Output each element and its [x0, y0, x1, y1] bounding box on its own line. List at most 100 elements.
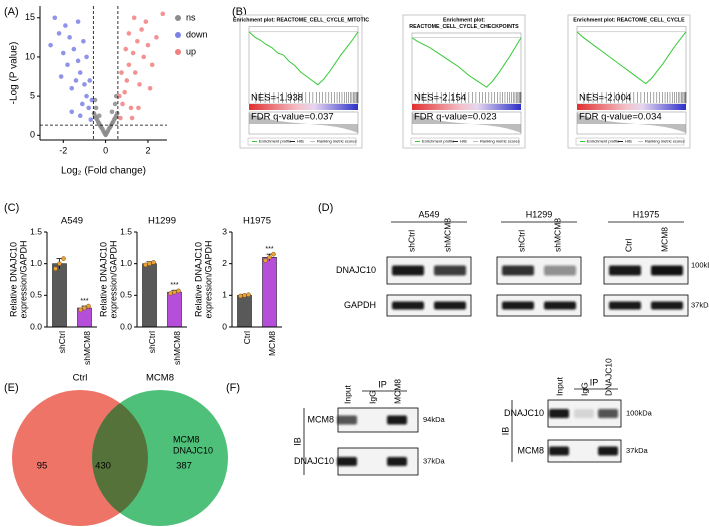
y-axis-label: Relative DNAJC10 — [8, 242, 18, 317]
replicate-dot — [168, 291, 173, 296]
point — [60, 50, 66, 56]
point — [81, 38, 86, 44]
legend-label: Ranking metric scores — [480, 139, 520, 144]
venn-count: 95 — [37, 461, 48, 472]
nes-label: NES=-1.938 — [251, 93, 303, 104]
point — [143, 19, 149, 24]
y-tick-label: 0.5 — [30, 290, 42, 300]
size-label: 100kDa — [691, 260, 709, 269]
lane-label: shMCM8 — [552, 218, 562, 252]
lane-label: IgG — [367, 390, 377, 404]
band — [544, 265, 576, 276]
y-axis-label: Relative DNAJC10 — [98, 242, 108, 317]
y-tick-label: 15 — [25, 12, 35, 22]
replicate-dot — [242, 293, 247, 298]
y-axis-label: expression/GAPDH — [108, 240, 118, 318]
metric-frame — [248, 111, 359, 135]
legend-label: Enrichment profile — [422, 139, 455, 144]
legend-box — [247, 137, 357, 146]
x-axis-label: Log₂ (Fold change) — [61, 166, 146, 177]
band — [337, 457, 357, 466]
point — [58, 74, 64, 79]
overlap-label: MCM8 — [173, 434, 200, 444]
x-tick-label: shMCM8 — [82, 331, 92, 365]
blot-frame — [386, 294, 472, 317]
point — [149, 62, 155, 68]
point — [84, 93, 89, 99]
point — [136, 105, 141, 111]
fdr-label: FDR q-value=0.023 — [414, 112, 497, 123]
band — [392, 265, 424, 276]
ib-label: IB — [292, 437, 302, 446]
panel-label: (F) — [226, 382, 240, 394]
point — [128, 105, 134, 111]
lane-label: MCM8 — [659, 227, 669, 252]
x-tick-label: 2 — [145, 145, 150, 155]
band — [387, 457, 407, 466]
point — [93, 105, 99, 111]
bar — [237, 295, 252, 328]
metric-frame — [576, 111, 687, 135]
legend-label: Enrichment profile — [259, 139, 292, 144]
x-tick-label: 0 — [103, 145, 108, 155]
band — [434, 265, 466, 276]
point — [135, 38, 140, 44]
y-tick-label: 1 — [222, 290, 227, 300]
lane-label: Input — [554, 376, 564, 396]
point — [145, 42, 151, 48]
significance-label: *** — [80, 298, 88, 305]
bar — [167, 291, 182, 328]
replicate-dot — [172, 289, 177, 295]
replicate-dot — [143, 262, 148, 268]
replicate-dot — [53, 266, 58, 272]
band — [392, 301, 424, 310]
gsea-title: REACTOME_CELL_CYCLE_CHECKPOINTS — [409, 24, 519, 30]
es-curve — [576, 31, 687, 85]
point — [96, 113, 102, 119]
point — [86, 105, 91, 111]
point — [154, 35, 159, 40]
y-tick-label: 1.5 — [120, 226, 132, 236]
band — [651, 265, 683, 276]
y-tick-label: 0.0 — [30, 321, 42, 331]
replicate-dot — [82, 305, 87, 311]
point — [122, 89, 127, 95]
panel-label: (E) — [4, 382, 19, 394]
point — [75, 19, 81, 24]
heat-bar — [577, 104, 686, 110]
point — [126, 31, 132, 36]
size-label: 37kDa — [423, 456, 446, 465]
row-label: MCM8 — [518, 445, 545, 455]
point — [56, 31, 62, 36]
point — [141, 54, 147, 60]
band — [544, 301, 576, 310]
chart-title: A549 — [61, 216, 83, 227]
point — [118, 115, 123, 121]
blot-frame — [496, 294, 582, 317]
point — [112, 101, 118, 107]
group-label: H1299 — [526, 209, 553, 219]
replicate-dot — [176, 288, 181, 294]
y-tick-label: 0 — [30, 130, 35, 140]
group-label: A549 — [418, 209, 439, 219]
point — [71, 46, 77, 52]
overlap-label: DNAJC10 — [173, 445, 213, 455]
lane-label: DNAJC10 — [603, 358, 613, 396]
row-label: DNAJC10 — [504, 408, 544, 418]
metric-frame — [411, 111, 522, 135]
point — [48, 42, 53, 48]
set-label: MCM8 — [146, 373, 174, 384]
replicate-dot — [267, 255, 272, 260]
replicate-dot — [151, 260, 156, 265]
point — [92, 97, 98, 103]
band — [598, 409, 618, 418]
gsea-title: Enrichment plot: REACTOME_CELL_CYCLE — [573, 17, 685, 23]
x-tick-label: shCtrl — [57, 331, 67, 353]
gsea-title: Enrichment plot: REACTOME_CELL_CYCLE_MIT… — [233, 17, 369, 23]
blot-frame — [603, 294, 689, 317]
ip-label: IP — [590, 377, 599, 387]
legend-marker — [175, 15, 181, 21]
point — [137, 82, 142, 87]
legend-label: ns — [186, 12, 196, 22]
legend-marker — [175, 32, 181, 38]
